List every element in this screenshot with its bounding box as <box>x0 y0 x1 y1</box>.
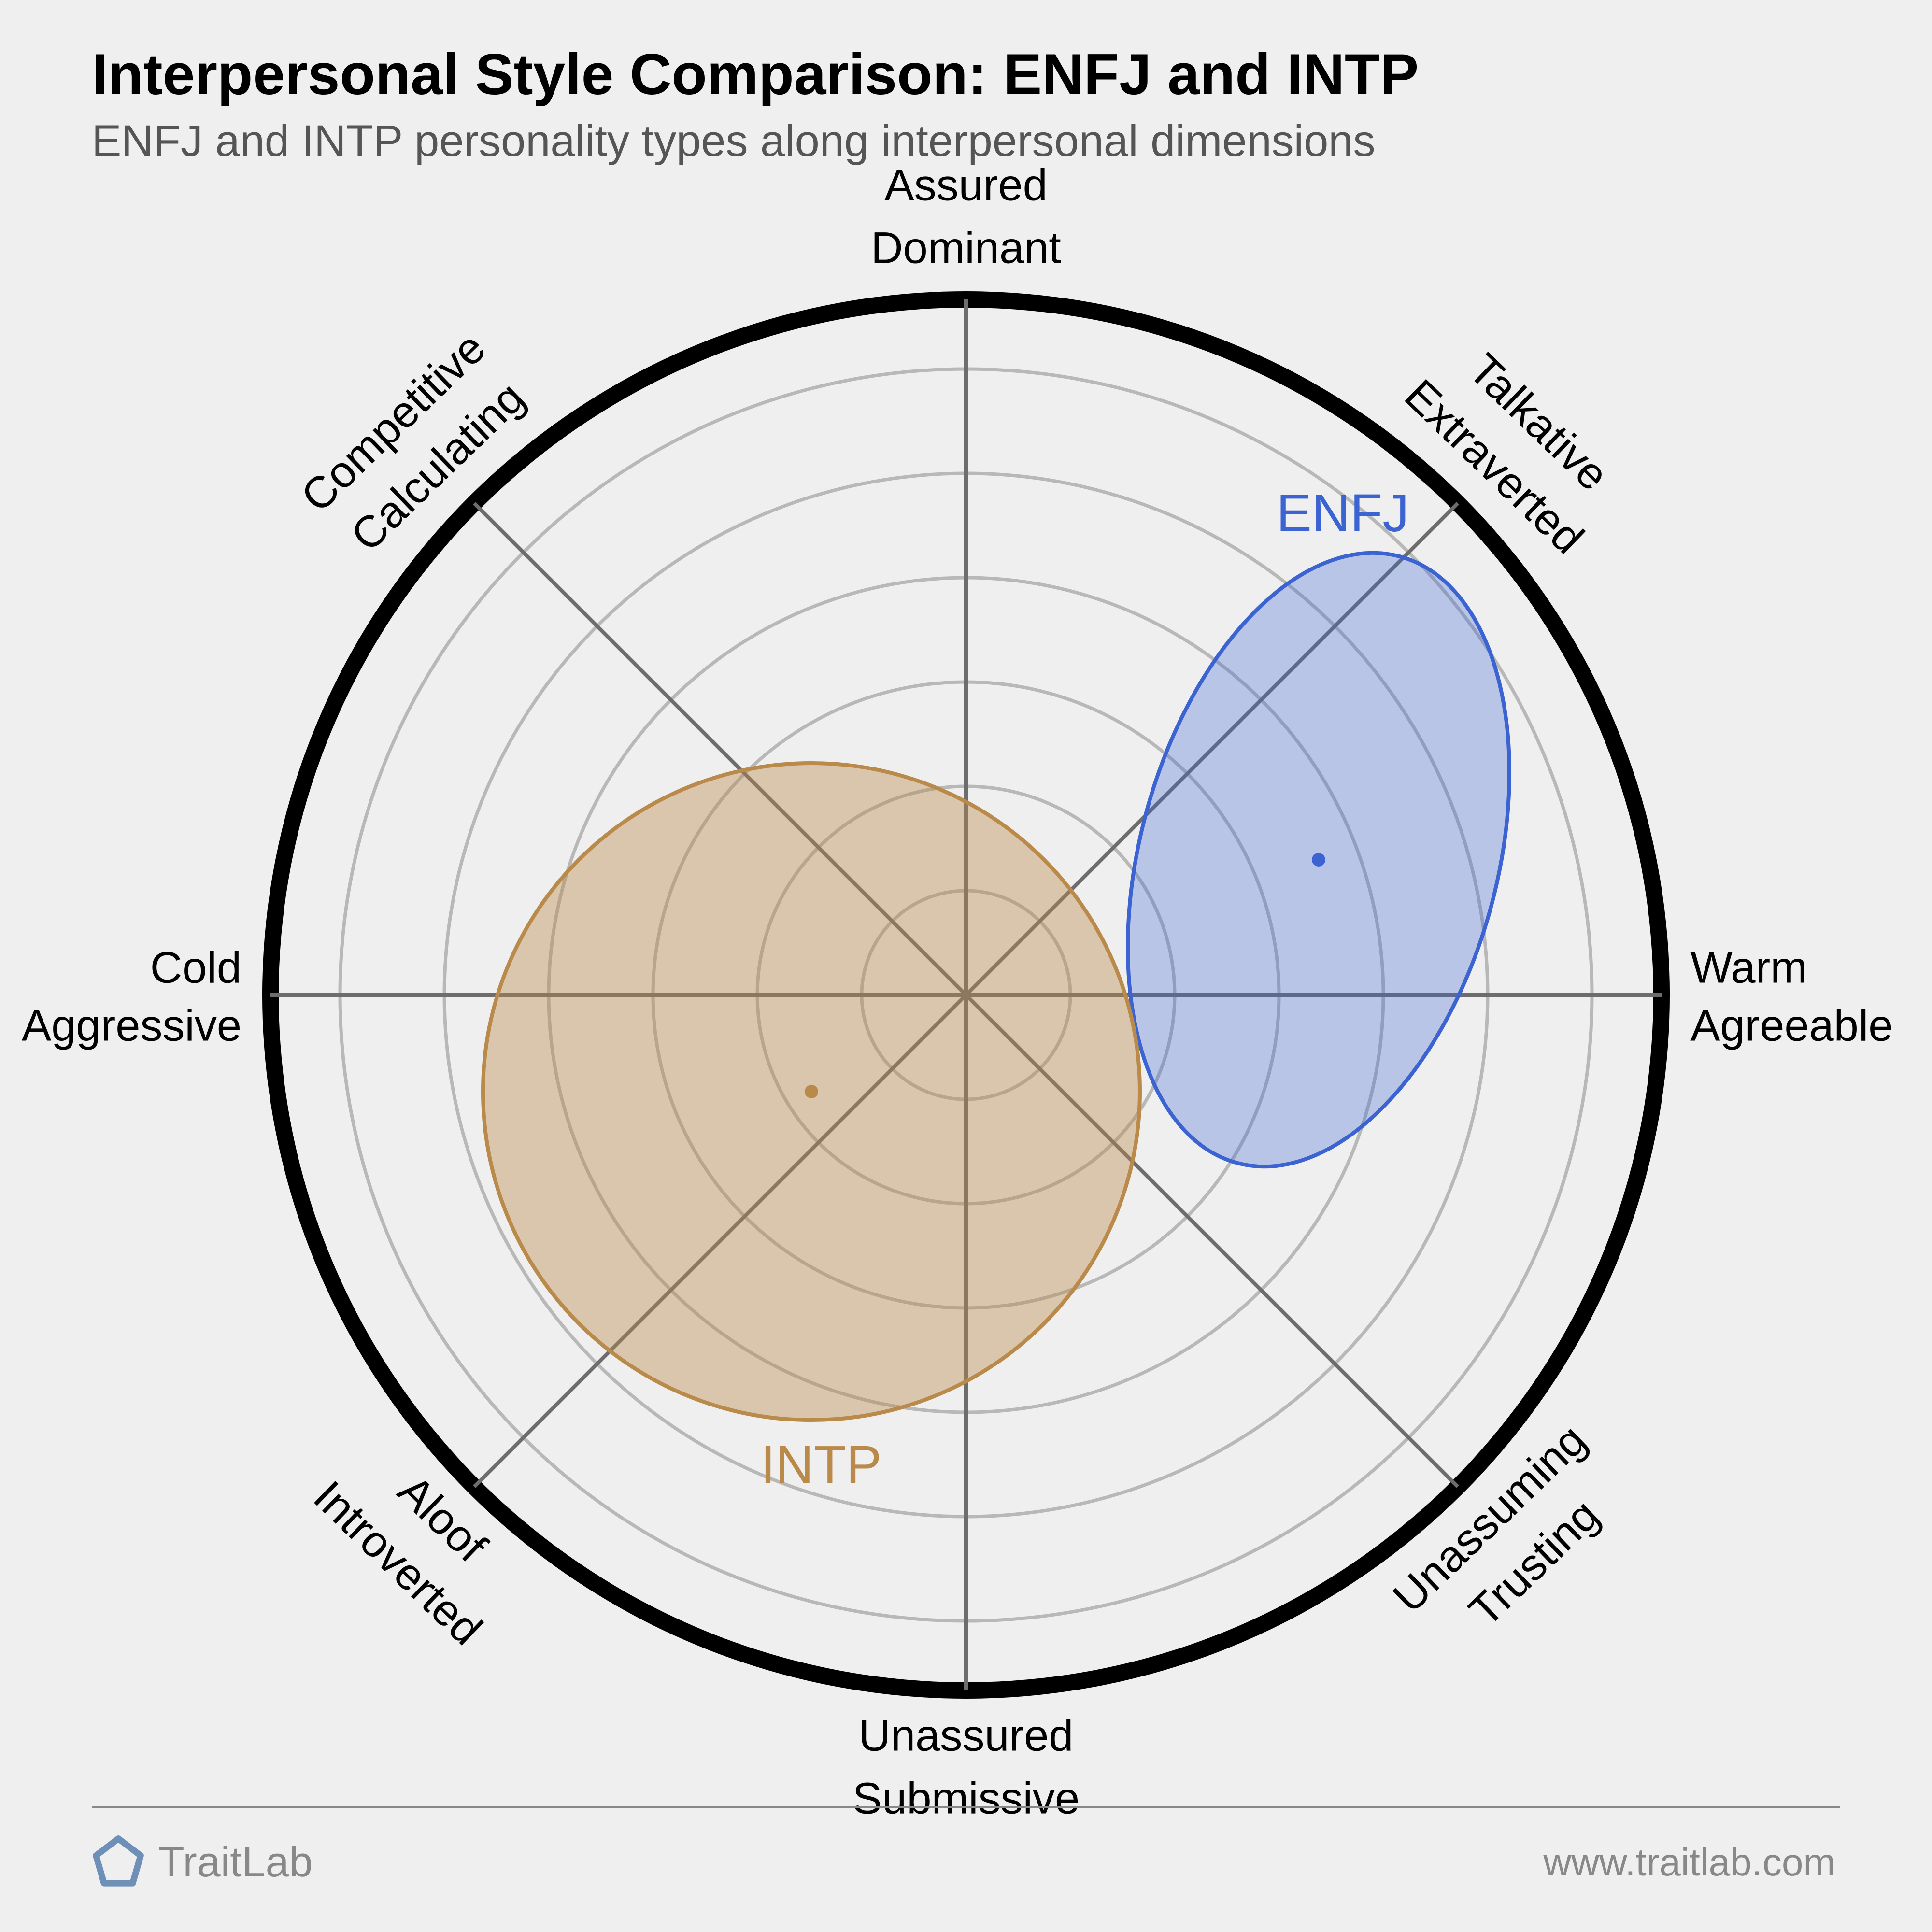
series-centroid-enfj <box>1312 853 1325 867</box>
footer-divider <box>92 1806 1840 1808</box>
axis-label-outer: Submissive <box>852 1774 1080 1823</box>
chart-container: Interpersonal Style Comparison: ENFJ and… <box>0 0 1932 1932</box>
axis-label-inner: Warm <box>1690 943 1807 992</box>
series-centroid-intp <box>805 1085 818 1098</box>
footer-left: TraitLab <box>92 1835 313 1889</box>
brand-logo-icon <box>92 1835 145 1889</box>
axis-label-inner: Cold <box>150 943 242 992</box>
footer-url: www.traitlab.com <box>1543 1840 1835 1885</box>
series-label-intp: INTP <box>761 1435 882 1494</box>
circumplex-plot: ENFJINTPAssuredDominantExtravertedTalkat… <box>0 0 1932 1932</box>
brand-name: TraitLab <box>158 1837 313 1887</box>
axis-label-outer: Assured <box>884 160 1048 210</box>
axis-label-outer: Agreeable <box>1690 1001 1893 1050</box>
axis-label-inner: Unassured <box>859 1711 1074 1760</box>
series-label-enfj: ENFJ <box>1277 483 1409 543</box>
axis-label-inner: Dominant <box>871 223 1061 272</box>
axis-label-outer: Aggressive <box>22 1001 242 1050</box>
